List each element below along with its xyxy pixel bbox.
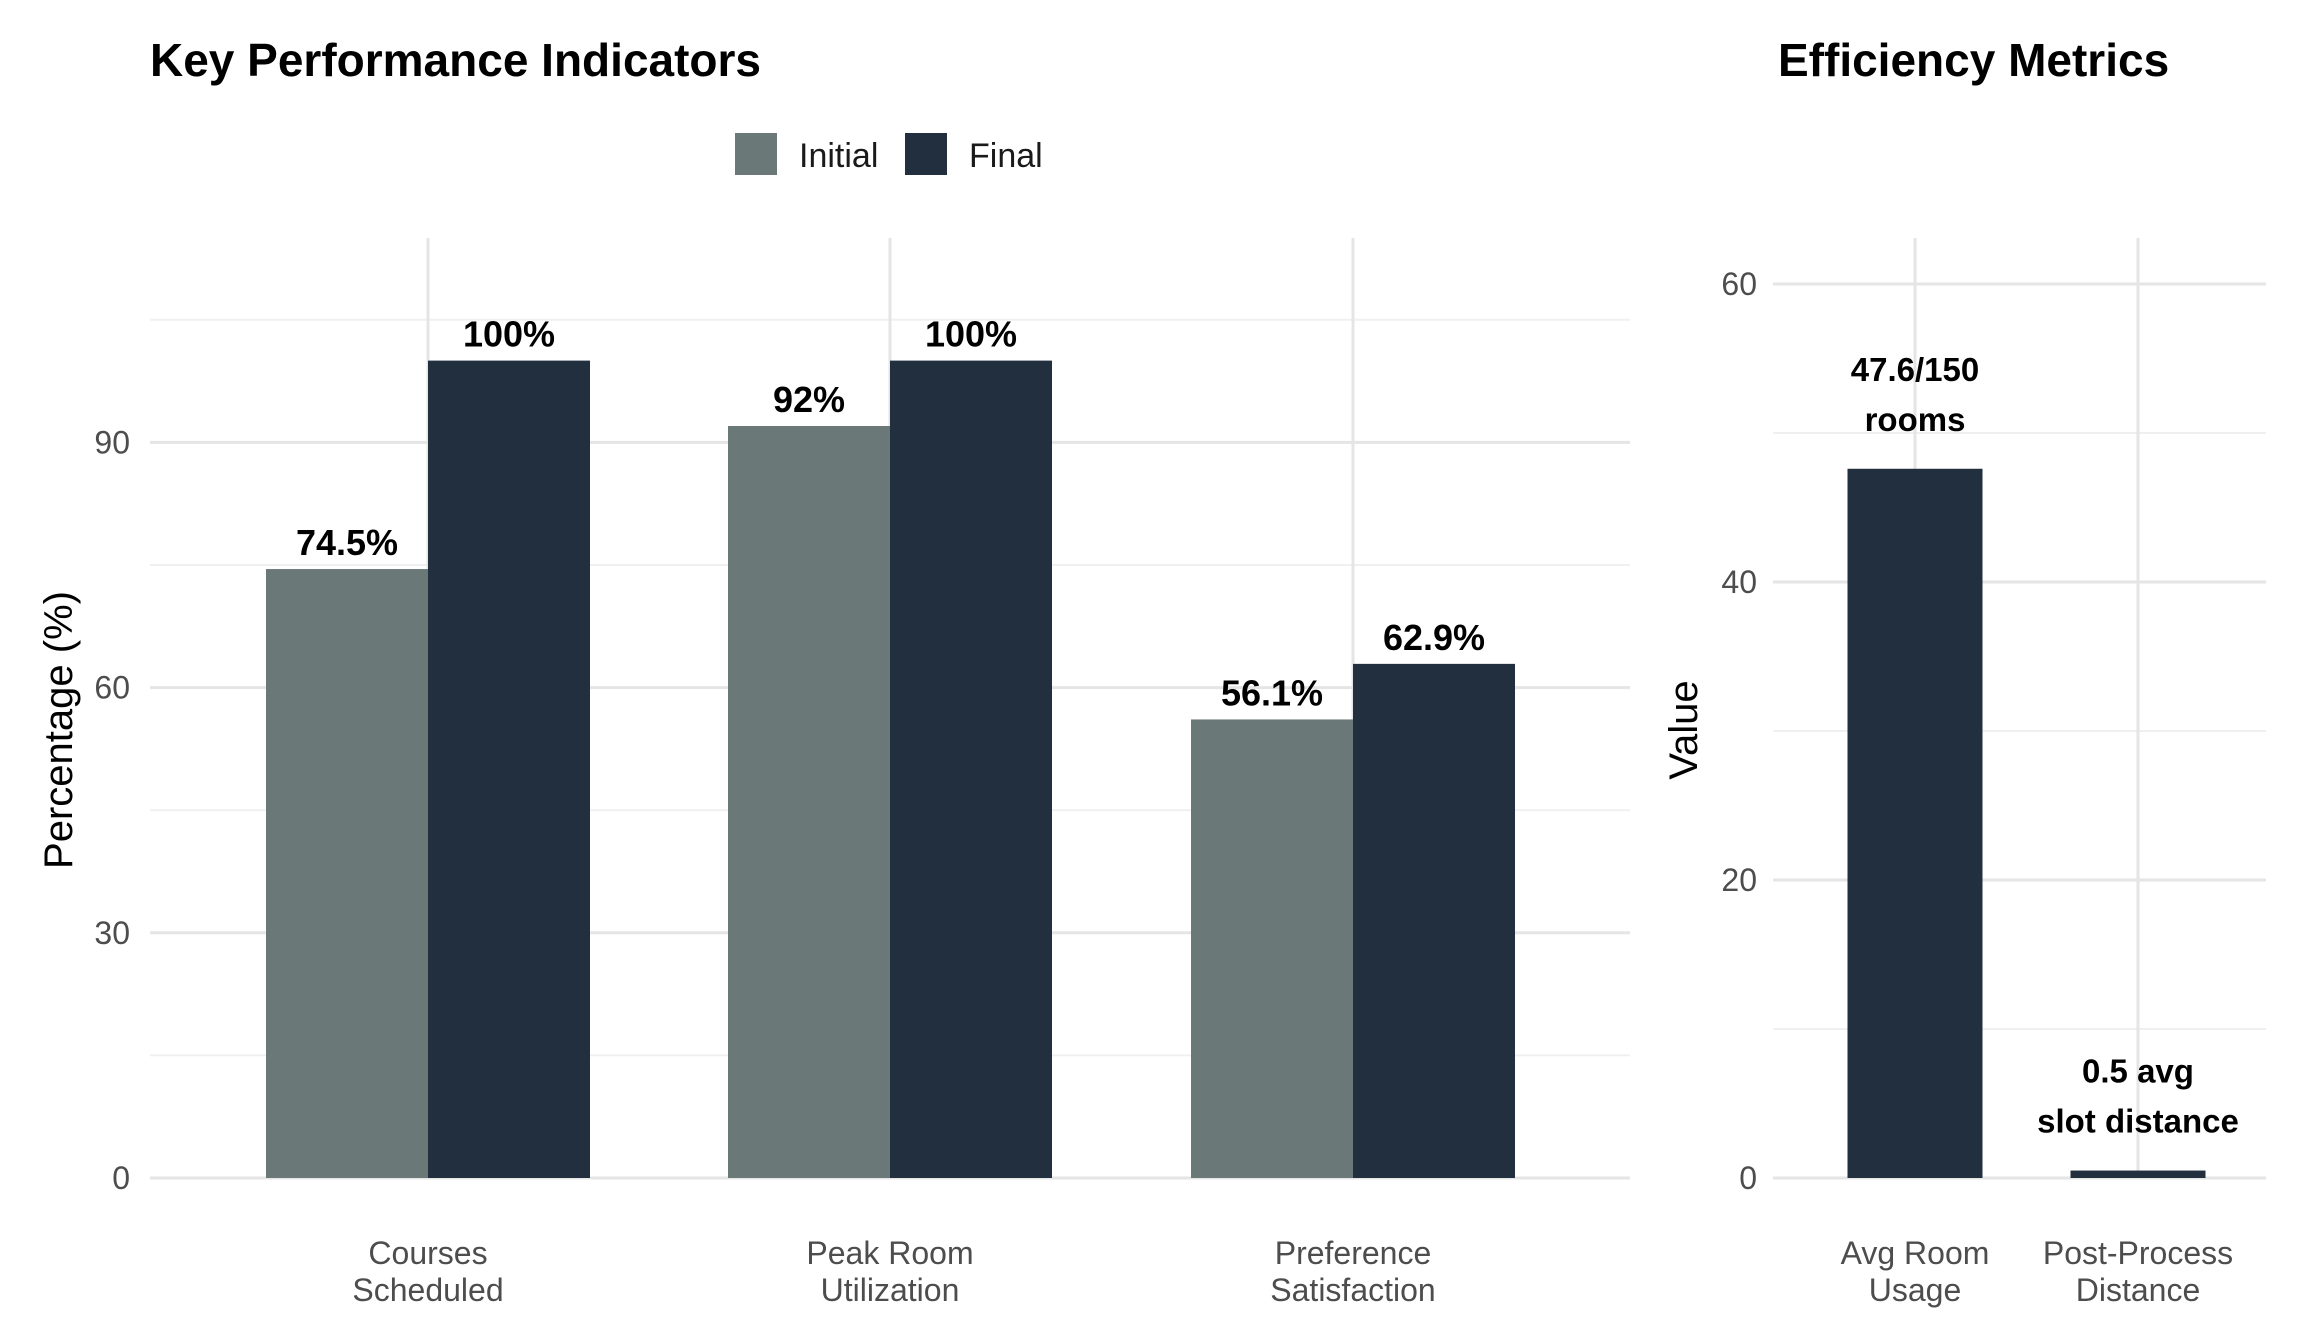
- kpi-bar-initial-2: [1191, 719, 1353, 1178]
- kpi-data-label: 100%: [925, 314, 1017, 355]
- efficiency-data-label-line: slot distance: [2037, 1103, 2239, 1140]
- legend-swatch-initial: [735, 133, 777, 175]
- efficiency-chart-title: Efficiency Metrics: [1778, 34, 2169, 86]
- efficiency-y-tick-label: 0: [1739, 1160, 1757, 1196]
- kpi-bar-final-0: [428, 360, 590, 1178]
- efficiency-x-tick-label: Post-Process Distance: [2043, 1235, 2233, 1308]
- kpi-x-tick-label: Peak Room Utilization: [806, 1235, 973, 1308]
- kpi-y-tick-label: 30: [94, 915, 130, 951]
- efficiency-bars: [1847, 468, 2206, 1178]
- kpi-x-ticks: Courses Scheduled Peak Room Utilization Pref…: [352, 1235, 1435, 1308]
- kpi-x-tick-label: Preference Satisfaction: [1270, 1235, 1435, 1308]
- legend-label-initial: Initial: [799, 137, 878, 175]
- kpi-x-tick-label-line: Utilization: [821, 1272, 960, 1308]
- efficiency-y-tick-label: 20: [1721, 862, 1757, 898]
- kpi-x-tick-label-line: Peak Room: [806, 1235, 973, 1271]
- kpi-y-axis-title: Percentage (%): [37, 591, 81, 869]
- efficiency-data-label-line: 0.5 avg: [2082, 1053, 2194, 1090]
- efficiency-data-label-line: rooms: [1865, 401, 1966, 438]
- efficiency-data-label: 0.5 avg slot distance: [2037, 1053, 2239, 1140]
- efficiency-data-label-line: 47.6/150: [1851, 351, 1979, 388]
- efficiency-bar-1: [2070, 1170, 2206, 1178]
- legend-swatch-final: [905, 133, 947, 175]
- efficiency-data-label: 47.6/150 rooms: [1851, 351, 1979, 438]
- kpi-bar-initial-0: [266, 569, 428, 1178]
- kpi-data-label: 62.9%: [1383, 617, 1485, 658]
- kpi-x-tick-label-line: Satisfaction: [1270, 1272, 1435, 1308]
- kpi-x-tick-label-line: Preference: [1275, 1235, 1432, 1271]
- kpi-bar-initial-1: [728, 426, 890, 1178]
- kpi-y-ticks: 0 30 60 90: [94, 424, 130, 1196]
- kpi-bar-final-2: [1353, 663, 1515, 1178]
- efficiency-x-tick-label-line: Avg Room: [1841, 1235, 1990, 1271]
- efficiency-gridlines: [1773, 238, 2266, 1180]
- kpi-bar-final-1: [890, 360, 1052, 1178]
- kpi-chart-title: Key Performance Indicators: [150, 34, 761, 86]
- legend-label-final: Final: [969, 137, 1043, 175]
- kpi-legend: Initial Final: [735, 133, 1043, 175]
- efficiency-y-tick-label: 40: [1721, 564, 1757, 600]
- efficiency-x-tick-label-line: Distance: [2076, 1272, 2201, 1308]
- kpi-data-labels: 74.5% 92% 56.1% 100% 100% 62.9%: [296, 314, 1485, 714]
- kpi-y-tick-label: 90: [94, 424, 130, 460]
- kpi-chart-panel: Key Performance Indicators 0 30 60 90 Cours…: [37, 34, 1630, 1308]
- efficiency-x-ticks: Avg Room Usage Post-Process Distance: [1841, 1235, 2234, 1308]
- efficiency-bar-0: [1847, 468, 1983, 1178]
- efficiency-data-labels: 47.6/150 rooms 0.5 avg slot distance: [1851, 351, 2239, 1140]
- kpi-x-tick-label-line: Courses: [368, 1235, 487, 1271]
- efficiency-x-tick-label: Avg Room Usage: [1841, 1235, 1990, 1308]
- efficiency-chart-panel: Efficiency Metrics 0 20 40 60 Avg Room Usage…: [1662, 34, 2266, 1308]
- efficiency-x-tick-label-line: Usage: [1869, 1272, 1962, 1308]
- kpi-data-label: 92%: [773, 379, 845, 420]
- kpi-x-tick-label-line: Scheduled: [352, 1272, 503, 1308]
- efficiency-y-axis-title: Value: [1662, 680, 1706, 779]
- kpi-data-label: 100%: [463, 314, 555, 355]
- kpi-bars: [266, 360, 1515, 1178]
- kpi-data-label: 56.1%: [1221, 672, 1323, 713]
- kpi-x-tick-label: Courses Scheduled: [352, 1235, 503, 1308]
- efficiency-y-ticks: 0 20 40 60: [1721, 266, 1757, 1196]
- kpi-data-label: 74.5%: [296, 522, 398, 563]
- efficiency-x-tick-label-line: Post-Process: [2043, 1235, 2233, 1271]
- efficiency-y-tick-label: 60: [1721, 266, 1757, 302]
- kpi-y-tick-label: 0: [112, 1160, 130, 1196]
- kpi-y-tick-label: 60: [94, 670, 130, 706]
